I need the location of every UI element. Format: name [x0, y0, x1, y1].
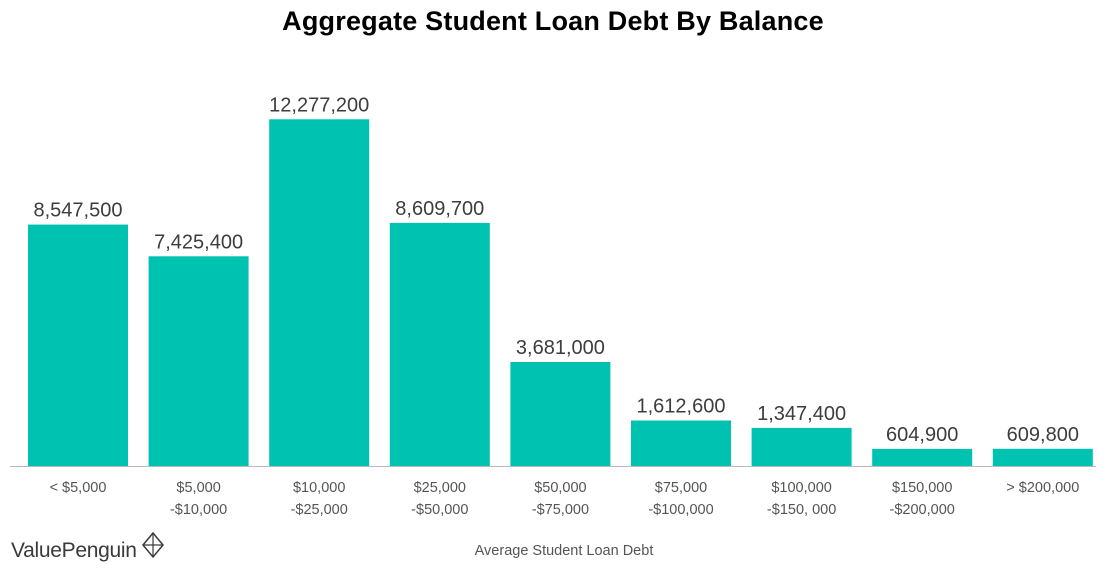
brand: ValuePenguin [11, 532, 164, 563]
bar-7 [872, 448, 973, 466]
chart-title: Aggregate Student Loan Debt By Balance [282, 6, 824, 36]
bar-4 [510, 362, 611, 466]
bar-8 [992, 448, 1093, 466]
value-label-5: 1,612,600 [637, 396, 726, 418]
x-tick-label-2: $10,000 -$25,000 [291, 480, 348, 518]
x-tick-label-0: < $5,000 [50, 480, 107, 496]
diamond-logo-icon [141, 532, 164, 559]
value-label-6: 1,347,400 [757, 403, 846, 425]
bar-2 [269, 119, 370, 467]
x-tick-label-4: $50,000 -$75,000 [532, 480, 589, 518]
value-label-7: 604,900 [886, 424, 958, 446]
value-label-2: 12,277,200 [269, 94, 369, 116]
x-tick-label-5: $75,000 -$100,000 [648, 480, 713, 518]
value-label-8: 609,800 [1007, 424, 1079, 446]
value-labels-layer: 8,547,500 7,425,400 12,277,200 8,609,700 3,6… [34, 94, 1079, 446]
x-tick-label-8: > $200,000 [1006, 480, 1079, 496]
bar-1 [148, 256, 249, 466]
brand-name: ValuePenguin [11, 539, 137, 562]
bar-6 [751, 427, 852, 466]
value-label-0: 8,547,500 [34, 200, 123, 222]
x-tick-label-1: $5,000 -$10,000 [170, 480, 227, 518]
value-label-4: 3,681,000 [516, 337, 605, 359]
bar-5 [631, 420, 731, 466]
x-tick-label-3: $25,000 -$50,000 [411, 480, 468, 518]
value-label-1: 7,425,400 [154, 231, 243, 253]
bar-3 [389, 222, 490, 466]
bar-0 [28, 224, 128, 466]
x-tick-label-7: $150,000 -$200,000 [890, 480, 955, 518]
value-label-3: 8,609,700 [395, 198, 484, 220]
bar-chart: 8,547,500 7,425,400 12,277,200 8,609,700 3,6… [10, 94, 1096, 518]
x-tick-labels-layer: < $5,000 $5,000 -$10,000 $10,000 -$25,000 $25… [50, 480, 1080, 518]
x-axis-label: Average Student Loan Debt [474, 543, 654, 559]
x-tick-label-6: $100,000 -$150, 000 [767, 480, 836, 518]
bars-layer [10, 119, 1096, 467]
